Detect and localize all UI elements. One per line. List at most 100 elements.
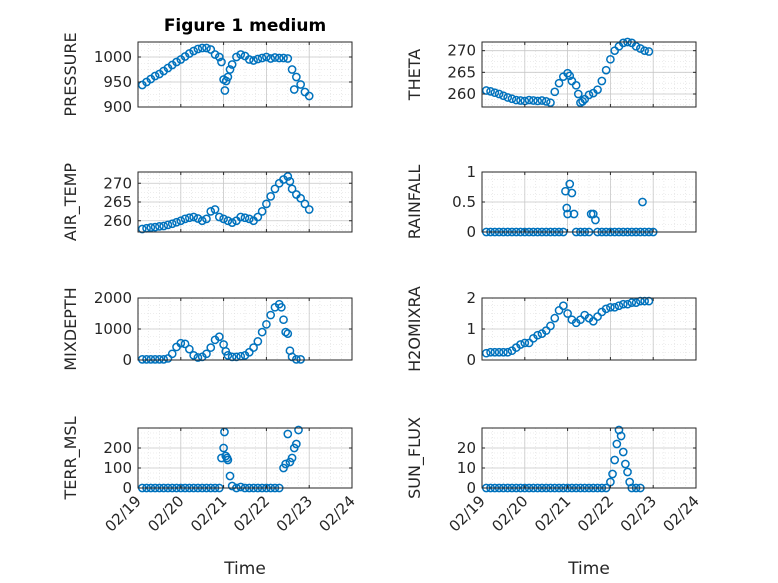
data-point — [503, 347, 513, 357]
data-point — [494, 347, 504, 357]
data-point — [266, 54, 276, 63]
data-point — [283, 429, 293, 439]
data-point — [244, 55, 254, 64]
data-point — [163, 354, 173, 363]
data-point — [281, 327, 291, 337]
subplot-pressure: 900 950 1000 PRESSURE — [61, 32, 353, 117]
y-tick-label: 2000 — [94, 289, 132, 307]
data-point — [616, 431, 626, 441]
data-point — [296, 193, 305, 203]
data-point — [277, 302, 286, 312]
y-tick-label: 0 — [466, 479, 476, 497]
data-point — [217, 57, 226, 67]
data-point — [597, 76, 607, 86]
data-point — [180, 339, 190, 349]
data-point — [576, 315, 585, 325]
data-point — [137, 355, 147, 364]
data-point — [601, 65, 611, 75]
data-point — [227, 60, 237, 69]
data-point — [541, 326, 551, 335]
y-tick-label: 900 — [103, 98, 132, 116]
data-point — [223, 216, 233, 226]
subplot-h2omixra: 0 1 2 H2OMIXRA — [405, 286, 697, 372]
data-point — [249, 343, 258, 352]
axes-box — [137, 41, 353, 108]
data-point — [193, 353, 203, 362]
data-point — [610, 302, 620, 312]
data-point — [214, 52, 224, 62]
data-point — [223, 351, 233, 360]
data-point — [193, 44, 203, 54]
axes-box — [481, 427, 697, 489]
data-point — [279, 53, 288, 63]
data-point — [150, 222, 160, 232]
data-point — [554, 78, 564, 88]
data-point — [285, 177, 295, 186]
y-axis-label: PRESSURE — [61, 32, 80, 116]
data-point — [266, 310, 276, 320]
x-tick-label: 02/24 — [660, 492, 703, 535]
data-point — [257, 207, 267, 216]
data-point — [550, 313, 560, 323]
y-axis-label: AIR_TEMP — [61, 163, 81, 241]
subplot-rainfall: 0 0.5 1 RAINFALL — [405, 163, 697, 241]
data-point — [172, 217, 181, 227]
axes-box — [481, 41, 697, 108]
y-tick-label: 0.5 — [452, 193, 476, 211]
data-point — [210, 50, 220, 59]
data-point — [283, 172, 293, 181]
data-point — [618, 299, 628, 309]
data-point — [621, 459, 630, 469]
data-point — [569, 209, 579, 219]
data-point — [292, 439, 301, 449]
data-point — [287, 65, 297, 74]
y-axis-label: TERR_MSL — [61, 416, 81, 500]
data-point — [283, 54, 293, 63]
data-point — [516, 96, 525, 105]
data-point — [225, 471, 235, 481]
data-point — [593, 312, 602, 321]
data-point — [287, 453, 297, 463]
x-tick-label: 02/21 — [187, 492, 230, 535]
data-point — [167, 349, 177, 359]
data-point — [565, 71, 575, 81]
data-point — [618, 38, 628, 48]
data-point — [146, 223, 156, 232]
x-axis-label-right: Time — [567, 559, 610, 579]
y-tick-label: 0 — [466, 351, 476, 369]
data-point — [206, 45, 216, 54]
data-point — [150, 71, 160, 81]
data-point — [202, 214, 211, 224]
subplot-sun_flux: 0 10 20 SUN_FLUX 02/19 02/20 02/21 02/22 02/23 02… — [405, 417, 703, 535]
data-point — [490, 347, 500, 357]
y-tick-label: 265 — [447, 63, 476, 81]
x-tick-label: 02/23 — [273, 492, 316, 535]
data-point — [214, 212, 224, 222]
data-point — [520, 338, 530, 348]
data-point — [253, 337, 263, 346]
data-point — [225, 65, 235, 74]
data-point — [210, 205, 220, 214]
data-point — [283, 329, 293, 338]
data-point — [573, 89, 583, 99]
data-point — [159, 355, 169, 364]
y-tick-label: 260 — [447, 85, 476, 103]
y-tick-label: 20 — [457, 439, 476, 457]
data-point — [155, 355, 164, 364]
data-point — [558, 301, 568, 311]
y-axis-label: SUN_FLUX — [405, 417, 425, 499]
data-point — [292, 355, 301, 364]
y-tick-label: 0 — [122, 351, 132, 369]
x-tick-label: 02/22 — [574, 492, 617, 535]
data-point — [189, 212, 198, 222]
data-point — [533, 96, 542, 106]
data-point — [529, 96, 538, 105]
data-point — [631, 298, 641, 307]
data-point — [567, 188, 577, 198]
data-point — [176, 216, 186, 226]
x-tick-label: 02/22 — [230, 492, 273, 535]
data-point — [562, 203, 572, 213]
y-tick-label: 2 — [466, 289, 476, 307]
